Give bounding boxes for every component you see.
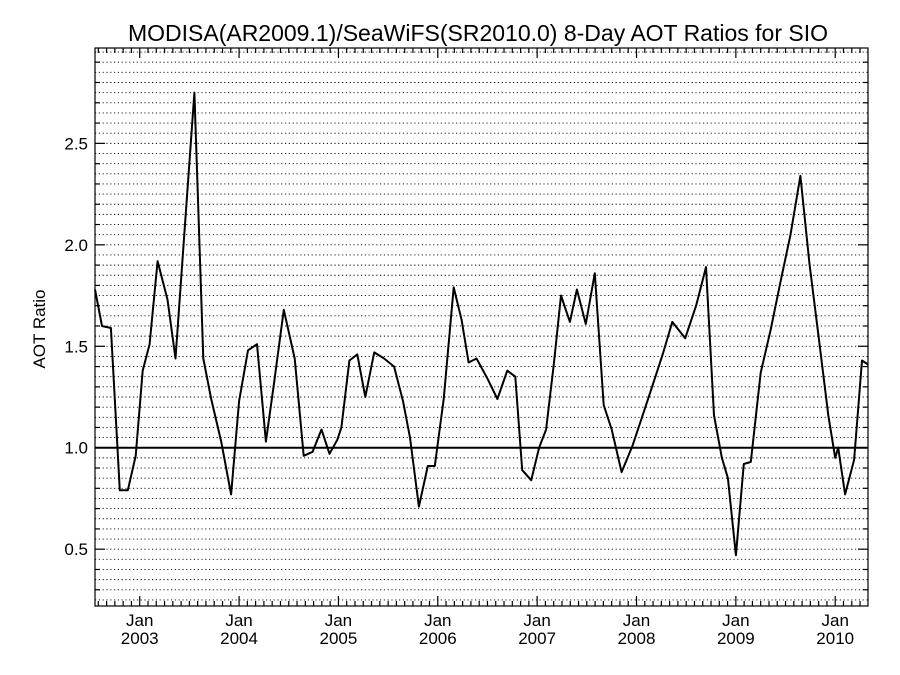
x-axis: Jan2003Jan2004Jan2005Jan2006Jan2007Jan20…: [97, 48, 861, 648]
x-tick-label-year: 2005: [320, 629, 358, 648]
x-tick-label-year: 2006: [419, 629, 457, 648]
x-tick-label-year: 2007: [518, 629, 556, 648]
x-tick-label-month: Jan: [325, 611, 352, 630]
plot-frame: [94, 47, 869, 607]
x-tick-label-year: 2008: [618, 629, 656, 648]
x-tick-label-year: 2010: [816, 629, 854, 648]
x-tick-label-year: 2009: [717, 629, 755, 648]
x-tick-label-month: Jan: [523, 611, 550, 630]
x-tick-label-month: Jan: [722, 611, 749, 630]
y-tick-label: 0.5: [64, 540, 88, 559]
x-tick-label-month: Jan: [424, 611, 451, 630]
x-tick-label-month: Jan: [225, 611, 252, 630]
y-tick-label: 1.5: [64, 337, 88, 356]
x-tick-label-year: 2004: [220, 629, 258, 648]
chart-title: MODISA(AR2009.1)/SeaWiFS(SR2010.0) 8-Day…: [128, 20, 828, 46]
x-tick-label-month: Jan: [822, 611, 849, 630]
x-tick-label-month: Jan: [623, 611, 650, 630]
y-tick-label: 2.5: [64, 134, 88, 153]
y-tick-label: 2.0: [64, 236, 88, 255]
x-tick-label-month: Jan: [126, 611, 153, 630]
y-axis: 0.5 1.0 1.5 2.0 2.5: [64, 61, 868, 591]
x-tick-label-year: 2003: [121, 629, 159, 648]
y-axis-label: AOT Ratio: [30, 289, 49, 368]
series-line-aot-ratio: [94, 91, 869, 557]
y-tick-label: 1.0: [64, 439, 88, 458]
grid-lines: [95, 51, 868, 601]
